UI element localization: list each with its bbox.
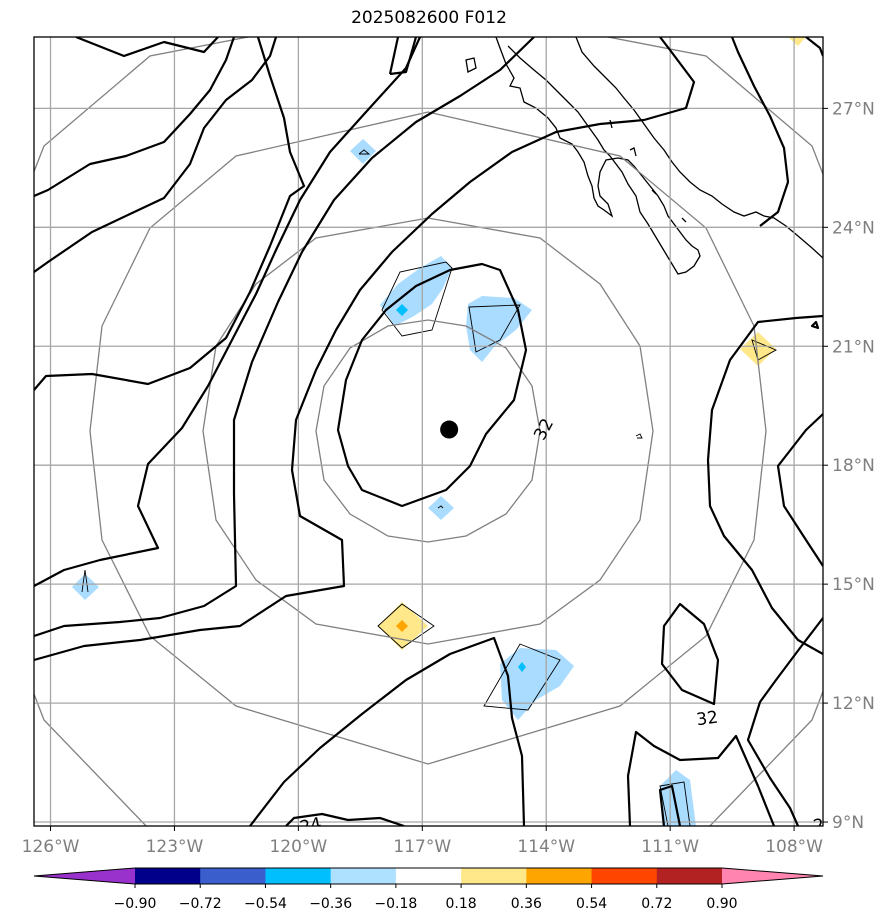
colorbar-label: −0.36 xyxy=(309,896,352,912)
colorbar-label: 0.36 xyxy=(511,896,542,912)
range-ring-4 xyxy=(34,37,823,826)
lat-tick-label: 21°N xyxy=(832,337,875,357)
colorbar-label: 0.18 xyxy=(446,896,477,912)
colorbar-segment xyxy=(330,868,397,884)
lon-tick-label: 120°W xyxy=(269,837,327,857)
coastline-layer xyxy=(465,37,823,275)
colorbar-label: −0.72 xyxy=(179,896,222,912)
contour-island xyxy=(388,37,418,76)
lat-tick-label: 9°N xyxy=(832,813,864,833)
shade-blue-small xyxy=(428,496,454,520)
colorbar-segment xyxy=(656,868,723,884)
thin-contour-small-east xyxy=(635,433,643,439)
thin-contour-ne xyxy=(468,304,521,353)
colorbar-label: −0.54 xyxy=(244,896,287,912)
lon-tick-label: 114°W xyxy=(517,837,575,857)
contour-west-8 xyxy=(75,37,219,58)
coastline-islands xyxy=(609,119,687,223)
colorbar-segment xyxy=(200,868,266,884)
colorbar-label: 0.72 xyxy=(641,896,672,912)
contour-east-3 xyxy=(746,617,823,826)
map-background xyxy=(34,37,823,826)
grid-layer xyxy=(34,37,823,826)
contour-east-5 xyxy=(805,37,823,57)
colorbar-segment xyxy=(395,868,462,884)
coastline-mainland xyxy=(575,37,823,259)
lon-tick-label: 123°W xyxy=(146,837,204,857)
colorbar-extend-high xyxy=(722,868,823,884)
lat-tick-label: 24°N xyxy=(832,218,875,238)
contour-west-2 xyxy=(34,37,696,662)
colorbar-extend-low xyxy=(34,868,135,884)
lon-tick-label: 117°W xyxy=(393,837,451,857)
colorbar-segment xyxy=(526,868,593,884)
shade-blue-se xyxy=(660,770,696,826)
thin-contour-dot xyxy=(437,505,444,509)
lat-tick-label: 18°N xyxy=(832,456,875,476)
range-ring-3 xyxy=(89,111,767,765)
shade-blue-south xyxy=(500,648,574,720)
range-ring-1 xyxy=(315,319,541,543)
colorbar-label: 0.54 xyxy=(576,896,607,912)
contour-west-1 xyxy=(285,812,405,826)
storm-center-marker xyxy=(440,420,459,439)
thin-contour-south xyxy=(483,643,561,711)
latitude-tick-labels: 27°N 24°N 21°N 18°N 15°N 12°N 9°N xyxy=(823,99,875,833)
shade-yellow-east xyxy=(740,332,776,366)
shade-cyan-nw xyxy=(396,304,408,316)
contour-east-6 xyxy=(810,320,820,330)
contour-32-south xyxy=(660,602,720,706)
colorbar-segment xyxy=(461,868,527,884)
contour-south-east xyxy=(626,730,776,826)
shade-blue-north xyxy=(350,139,376,164)
contour-south-east-2 xyxy=(658,784,682,826)
contour-label: 24 xyxy=(298,814,323,838)
lon-tick-label: 108°W xyxy=(765,837,823,857)
contour-east-2 xyxy=(776,413,823,567)
coastline-baja xyxy=(465,37,701,275)
contour-west-7 xyxy=(34,37,236,198)
thin-contour-yellow xyxy=(377,603,435,649)
lat-tick-label: 12°N xyxy=(832,694,875,714)
contour-label: 32 xyxy=(695,708,719,731)
lat-tick-label: 27°N xyxy=(832,99,875,119)
thin-contour-layer xyxy=(81,149,778,826)
contour-inner-2 xyxy=(249,636,526,826)
map-title: 2025082600 F012 xyxy=(351,8,507,28)
colorbar: −0.90 −0.72 −0.54 −0.36 −0.18 0.18 0.36 0.54 0.7… xyxy=(33,867,824,912)
contour-west-4 xyxy=(34,37,422,587)
thick-contour-layer xyxy=(34,37,823,826)
colorbar-segment xyxy=(265,868,332,884)
thin-contour-nw xyxy=(381,261,453,337)
lon-tick-label: 111°W xyxy=(641,837,699,857)
map-frame xyxy=(33,36,824,827)
contour-west-5 xyxy=(34,37,306,391)
colorbar-segment xyxy=(591,868,658,884)
colorbar-label: −0.90 xyxy=(114,896,157,912)
shade-cyan-south xyxy=(518,662,526,672)
shade-blue-west xyxy=(72,574,99,600)
thin-contour-se xyxy=(659,781,691,826)
thin-contour-yellow-east xyxy=(751,339,778,361)
lat-tick-label: 15°N xyxy=(832,575,875,595)
longitude-tick-labels: 126°W 123°W 120°W 117°W 114°W 111°W 108°W xyxy=(22,826,823,857)
shade-yellow-corner xyxy=(788,37,806,46)
contour-east-1 xyxy=(706,314,823,655)
lon-tick-label: 126°W xyxy=(22,837,80,857)
contour-32-inner xyxy=(336,262,528,508)
contour-label: 2 xyxy=(812,815,826,837)
colorbar-segment xyxy=(135,868,201,884)
contour-east-4 xyxy=(730,37,790,227)
range-ring-2 xyxy=(202,217,654,645)
contour-west-6 xyxy=(34,37,278,273)
thin-contour-north xyxy=(358,149,371,155)
colorbar-label: 0.90 xyxy=(706,896,737,912)
shade-orange-south xyxy=(396,620,408,632)
range-ring-layer xyxy=(34,37,823,826)
contour-west-3 xyxy=(34,37,535,638)
colorbar-label: −0.18 xyxy=(374,896,417,912)
